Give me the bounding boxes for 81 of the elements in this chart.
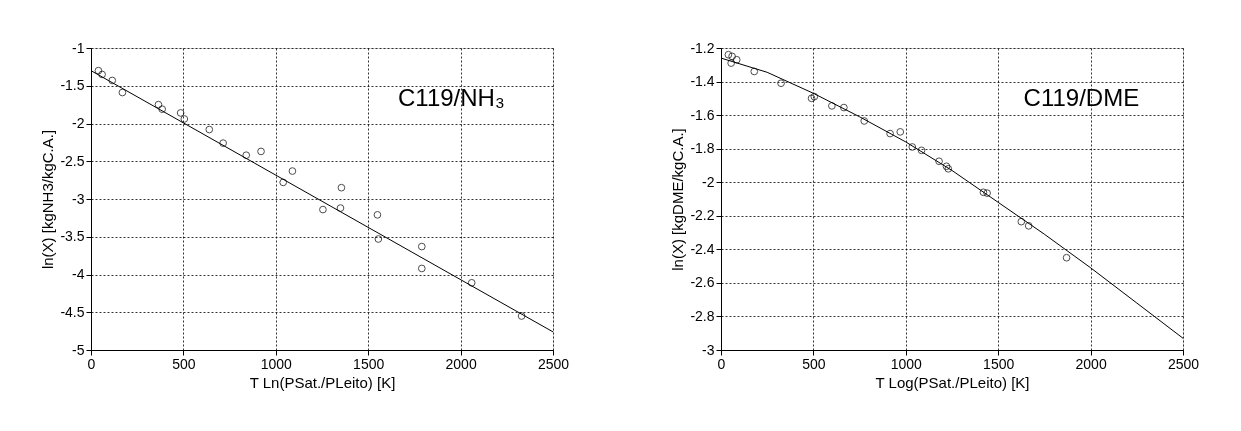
x-tick-label: 2500 (537, 355, 570, 372)
point (98, 70, 106, 79)
x-tick-label: 1000 (890, 355, 923, 372)
point (1062, 253, 1071, 262)
point (467, 278, 476, 287)
point (374, 235, 383, 243)
point (108, 76, 117, 85)
y-tick-label: -1.8 (690, 140, 715, 157)
y-tick-label: -2 (702, 173, 715, 190)
y-tick-label: -4 (72, 266, 85, 282)
annotation: C119/NH₃ (398, 84, 505, 112)
point (337, 183, 346, 192)
annotation: C119/DME (1023, 84, 1140, 112)
y-tick-label: -2.6 (690, 274, 715, 291)
x-tick-label: 0 (87, 355, 96, 372)
point (417, 264, 426, 273)
y-axis-title: ln(X) [kgNH3/kgC.A.] (39, 129, 57, 270)
point (219, 139, 227, 147)
x-tick-label: 1500 (983, 355, 1015, 372)
point (118, 88, 127, 97)
point (319, 205, 327, 214)
point (176, 109, 185, 117)
point (750, 67, 759, 76)
point (896, 128, 905, 136)
y-tick-label: -2.8 (690, 307, 715, 324)
y-axis-title: ln(X) [kgDME/kgC.A.] (669, 128, 687, 271)
x-tick-label: 0 (717, 355, 726, 372)
point (860, 117, 869, 125)
y-tick-label: -4.5 (60, 303, 85, 320)
point (94, 66, 103, 75)
point (242, 151, 251, 160)
point (828, 102, 836, 110)
y-tick-label: -1.5 (60, 77, 85, 94)
y-tick-label: -2 (72, 115, 85, 131)
point (840, 103, 848, 112)
x-axis-title: T Log(PSat./PLeito) [K] (875, 373, 1030, 391)
point (807, 94, 816, 103)
y-tick-label: -3 (702, 341, 715, 358)
x-tick-label: 500 (802, 355, 826, 372)
point (158, 105, 166, 113)
point (728, 52, 736, 61)
point (777, 79, 785, 88)
point (154, 100, 163, 109)
point (886, 129, 894, 138)
y-tick-label: -1.6 (690, 106, 715, 123)
point (205, 125, 214, 134)
point (908, 143, 917, 151)
point (279, 178, 288, 187)
point (732, 55, 741, 64)
y-tick-label: -5 (72, 341, 85, 358)
point (724, 50, 733, 59)
y-tick-label: -2.4 (690, 240, 715, 257)
point (336, 204, 345, 212)
point (917, 146, 926, 155)
point (417, 242, 426, 251)
point (810, 92, 819, 101)
x-tick-label: 500 (172, 355, 196, 372)
point (257, 147, 265, 156)
x-tick-label: 2000 (1075, 355, 1107, 372)
point (983, 189, 991, 197)
point (1017, 217, 1026, 226)
point (288, 167, 297, 175)
y-tick-label: -1.2 (690, 39, 715, 56)
x-tick-label: 2500 (1167, 355, 1200, 372)
point (180, 115, 189, 123)
y-tick-label: -2.5 (60, 152, 85, 169)
y-tick-label: -1 (72, 39, 85, 56)
x-tick-label: 1000 (260, 355, 293, 372)
x-axis-title: T Ln(PSat./PLeito) [K] (249, 373, 396, 391)
y-tick-label: -3 (72, 190, 85, 207)
x-tick-label: 1500 (353, 355, 385, 372)
point (373, 211, 382, 219)
point (1024, 222, 1033, 230)
point (517, 312, 526, 320)
y-tick-label: -3.5 (60, 228, 85, 245)
point (979, 188, 988, 197)
point (727, 59, 736, 67)
y-tick-label: -1.4 (690, 73, 715, 90)
x-tick-label: 2000 (445, 355, 477, 372)
y-tick-label: -2.2 (690, 207, 715, 224)
point (935, 157, 943, 166)
